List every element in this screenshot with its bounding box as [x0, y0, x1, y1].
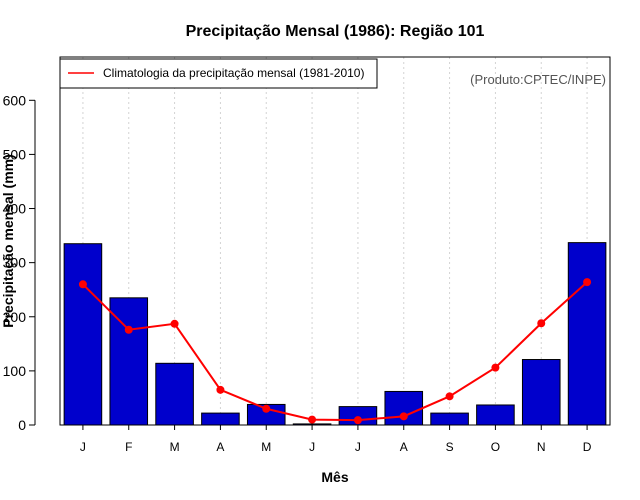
x-tick-label: A [216, 440, 224, 454]
bar [567, 242, 607, 426]
x-tick-label: M [170, 440, 180, 454]
y-tick-label: 600 [3, 92, 27, 108]
y-tick-label: 400 [3, 201, 27, 217]
bar [109, 297, 149, 426]
chart-title: Precipitação Mensal (1986): Região 101 [186, 23, 485, 40]
climatology-point [308, 415, 317, 424]
climatology-point [78, 280, 87, 289]
x-tick-label: D [583, 440, 592, 454]
legend: Climatologia da precipitação mensal (198… [59, 58, 378, 89]
bar [63, 243, 103, 426]
legend-box [59, 58, 378, 89]
climatology-point [353, 416, 362, 425]
x-tick-label: J [309, 440, 315, 454]
x-tick-label: J [355, 440, 361, 454]
climatology-point [491, 363, 500, 372]
bar [521, 359, 561, 426]
x-tick-label: M [261, 440, 271, 454]
climatology-point [399, 412, 408, 421]
y-axis-title: Precipitação mensal (mm) [0, 154, 16, 328]
bar [201, 412, 240, 426]
climatology-point [216, 385, 225, 394]
x-tick-label: A [400, 440, 408, 454]
x-tick-label: O [491, 440, 500, 454]
y-tick-label: 300 [3, 255, 27, 271]
climatology-point [124, 325, 133, 334]
y-tick-label: 200 [3, 309, 27, 325]
credit-annotation: (Produto:CPTEC/INPE) [470, 72, 606, 87]
climatology-line [82, 281, 588, 422]
y-tick-label: 0 [18, 417, 26, 433]
y-tick-label: 100 [3, 363, 27, 379]
x-tick-label: J [80, 440, 86, 454]
x-axis-title: Mês [321, 469, 348, 485]
bar [476, 404, 515, 426]
y-tick-label: 500 [3, 146, 27, 162]
climatology-point [170, 319, 179, 328]
climatology-point [537, 319, 546, 328]
bar [430, 412, 469, 426]
climatology-point [583, 278, 592, 287]
bar-series [63, 242, 607, 426]
x-tick-label: N [537, 440, 546, 454]
climatology-line-series [78, 278, 592, 425]
x-tick-label: F [125, 440, 132, 454]
climatology-point [445, 392, 454, 401]
climatology-point [262, 404, 271, 413]
legend-label: Climatologia da precipitação mensal (198… [103, 66, 364, 80]
y-axis: 0 100 200 300 400 500 600 [3, 92, 36, 433]
x-tick-label: S [446, 440, 454, 454]
bar [155, 362, 194, 426]
